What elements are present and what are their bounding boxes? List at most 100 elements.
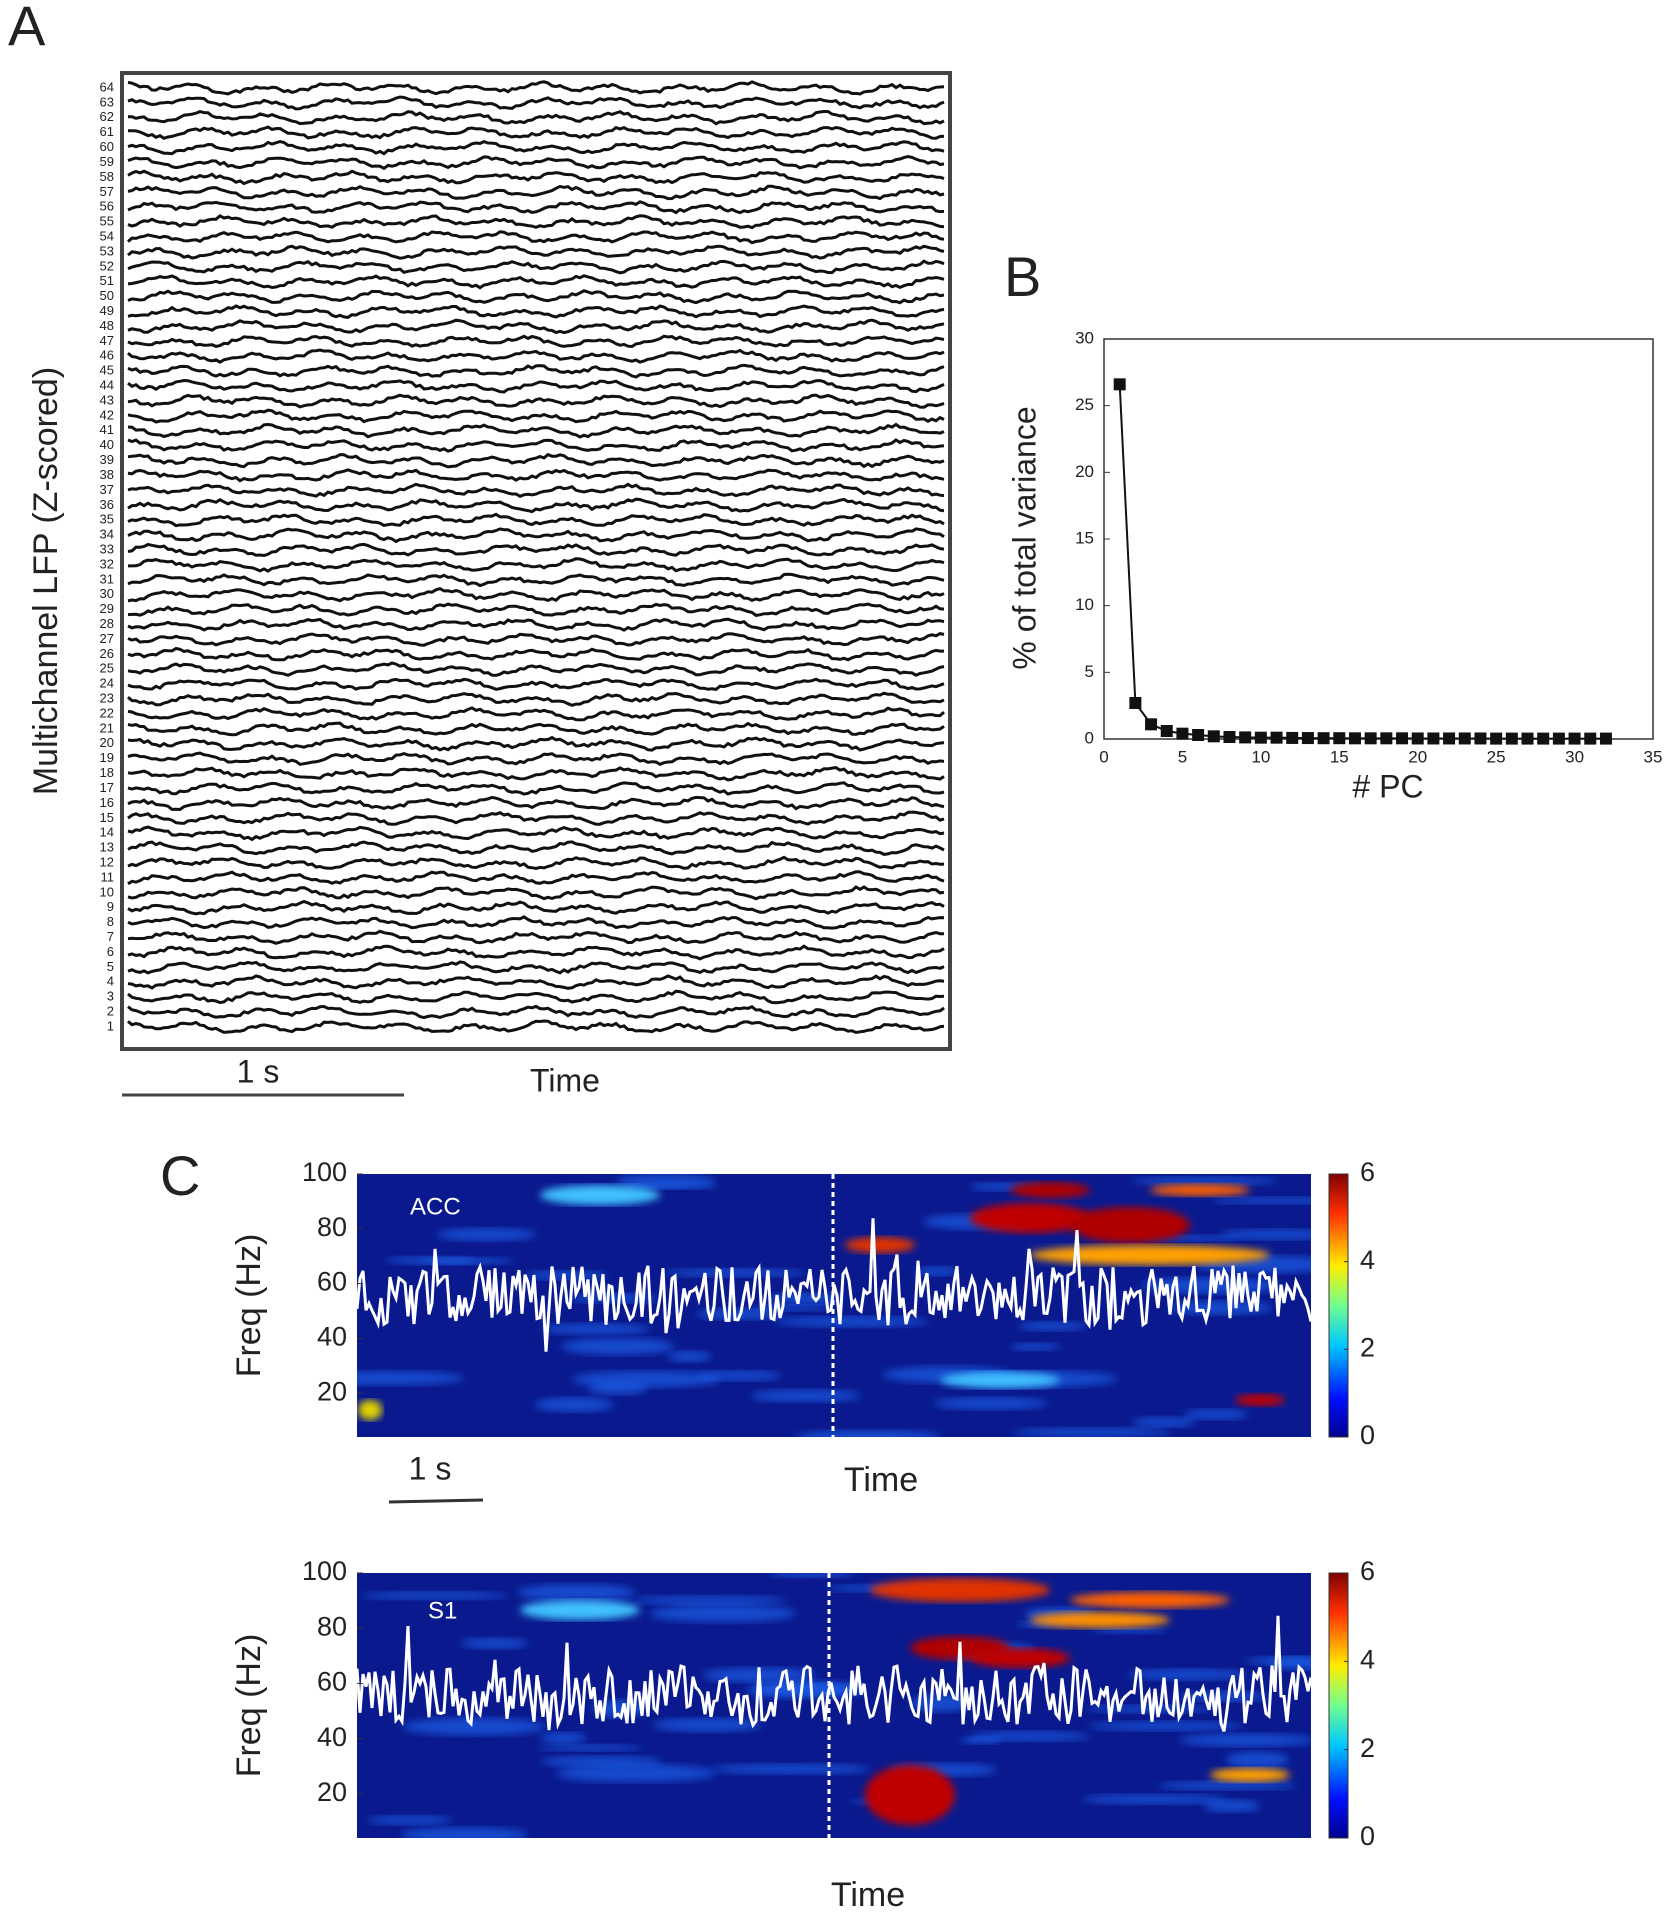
data-point	[1113, 378, 1126, 391]
channel-label: 62	[100, 109, 114, 124]
spectrogram-patch	[667, 1350, 712, 1362]
lfp-trace	[127, 706, 945, 722]
channel-label: 35	[100, 512, 114, 527]
y-tick-label: 0	[1085, 728, 1094, 747]
lfp-trace	[127, 810, 945, 826]
panel-letter: B	[1004, 245, 1041, 308]
spectrogram-patch	[1014, 1427, 1170, 1437]
plot-frame	[1103, 338, 1654, 740]
y-tick-label: 100	[302, 1157, 347, 1187]
region-label: ACC	[410, 1193, 461, 1220]
channel-label: 23	[100, 691, 114, 706]
lfp-trace	[127, 452, 945, 469]
data-point	[1176, 727, 1189, 740]
y-axis-label: Freq (Hz)	[230, 1634, 268, 1778]
channel-label: 57	[100, 184, 114, 199]
y-tick-label: 40	[317, 1322, 347, 1352]
channel-label: 6	[107, 944, 114, 959]
lfp-trace	[127, 602, 945, 617]
lfp-trace	[127, 184, 945, 201]
lfp-trace	[128, 125, 945, 140]
channel-label: 41	[100, 422, 114, 437]
channel-label: 2	[107, 1004, 114, 1019]
spectrogram-patch	[1070, 1592, 1230, 1608]
spectrogram-patch	[436, 1228, 537, 1241]
channel-label: 36	[100, 497, 114, 512]
channel-label: 46	[100, 348, 114, 363]
scale-bar-label: 1 s	[409, 1450, 452, 1486]
channel-label: 40	[100, 437, 114, 452]
spectrogram-patch	[1183, 1409, 1249, 1420]
spectrogram-patch	[358, 1400, 382, 1420]
channel-label: 3	[107, 989, 114, 1004]
lfp-trace	[127, 974, 945, 990]
y-tick-label: 20	[317, 1777, 347, 1807]
y-axis-label: % of total variance	[1006, 406, 1042, 669]
channel-label: 4	[107, 974, 114, 989]
channel-label: 43	[100, 392, 114, 407]
lfp-trace	[127, 781, 945, 796]
colorbar	[1328, 1572, 1349, 1839]
channel-label: 60	[100, 139, 114, 154]
y-tick-label: 100	[302, 1556, 347, 1586]
y-tick-label: 60	[317, 1667, 347, 1697]
colorbar-tick-label: 0	[1360, 1420, 1375, 1450]
channel-label: 30	[100, 586, 114, 601]
y-tick-label: 20	[1075, 462, 1094, 481]
spectrogram-patch	[970, 1203, 1090, 1233]
spectrogram	[357, 1573, 1311, 1838]
spectrogram-patch	[970, 1648, 1070, 1668]
spectrogram-patch	[768, 1573, 856, 1578]
data-point	[1333, 732, 1346, 745]
lfp-trace	[127, 95, 945, 111]
channel-label: 38	[100, 467, 114, 482]
x-tick-label: 0	[1099, 747, 1108, 766]
spectrogram-patch	[915, 1266, 959, 1276]
lfp-trace	[127, 766, 945, 782]
lfp-trace	[127, 795, 945, 812]
lfp-trace	[127, 989, 945, 1005]
lfp-trace	[127, 408, 945, 424]
lfp-trace	[127, 200, 945, 215]
panel-letter: A	[8, 0, 46, 57]
lfp-trace	[127, 348, 945, 364]
data-point	[1505, 732, 1518, 745]
y-tick-label: 60	[317, 1267, 347, 1297]
channel-label: 25	[100, 661, 114, 676]
channel-label: 56	[100, 199, 114, 214]
spectrogram-patch	[461, 1637, 528, 1649]
lfp-trace	[127, 512, 945, 528]
y-tick-label: 80	[317, 1611, 347, 1641]
lfp-trace	[127, 840, 945, 856]
lfp-trace	[127, 944, 945, 961]
lfp-trace	[127, 230, 945, 245]
lfp-trace	[127, 289, 945, 305]
channel-label: 53	[100, 243, 114, 258]
channel-label: 16	[100, 795, 114, 810]
channel-label: 52	[100, 258, 114, 273]
channel-label: 37	[100, 482, 114, 497]
spectrogram-patch	[542, 1323, 651, 1335]
colorbar-tick-label: 6	[1360, 1556, 1375, 1586]
channel-label: 42	[100, 407, 114, 422]
channel-label: 10	[100, 884, 114, 899]
spectrogram-patch	[1179, 1733, 1311, 1747]
spectrogram-patch	[845, 1237, 915, 1253]
spectrogram-patch	[517, 1583, 636, 1601]
spectrogram-patch	[1127, 1668, 1247, 1681]
lfp-trace	[127, 542, 945, 558]
lfp-trace	[127, 497, 945, 514]
lfp-trace	[127, 572, 945, 588]
lfp-trace	[127, 751, 945, 766]
lfp-trace	[127, 438, 945, 453]
data-point	[1160, 725, 1173, 737]
lfp-trace	[127, 586, 945, 603]
data-point	[1270, 731, 1283, 744]
spectrogram-patch	[520, 1600, 640, 1620]
spectrogram-patch	[400, 1827, 529, 1838]
y-tick-label: 25	[1075, 395, 1094, 414]
y-tick-label: 15	[1075, 528, 1094, 547]
lfp-trace	[127, 304, 945, 319]
channel-label: 33	[100, 541, 114, 556]
spectrogram-patch	[1030, 1612, 1170, 1628]
